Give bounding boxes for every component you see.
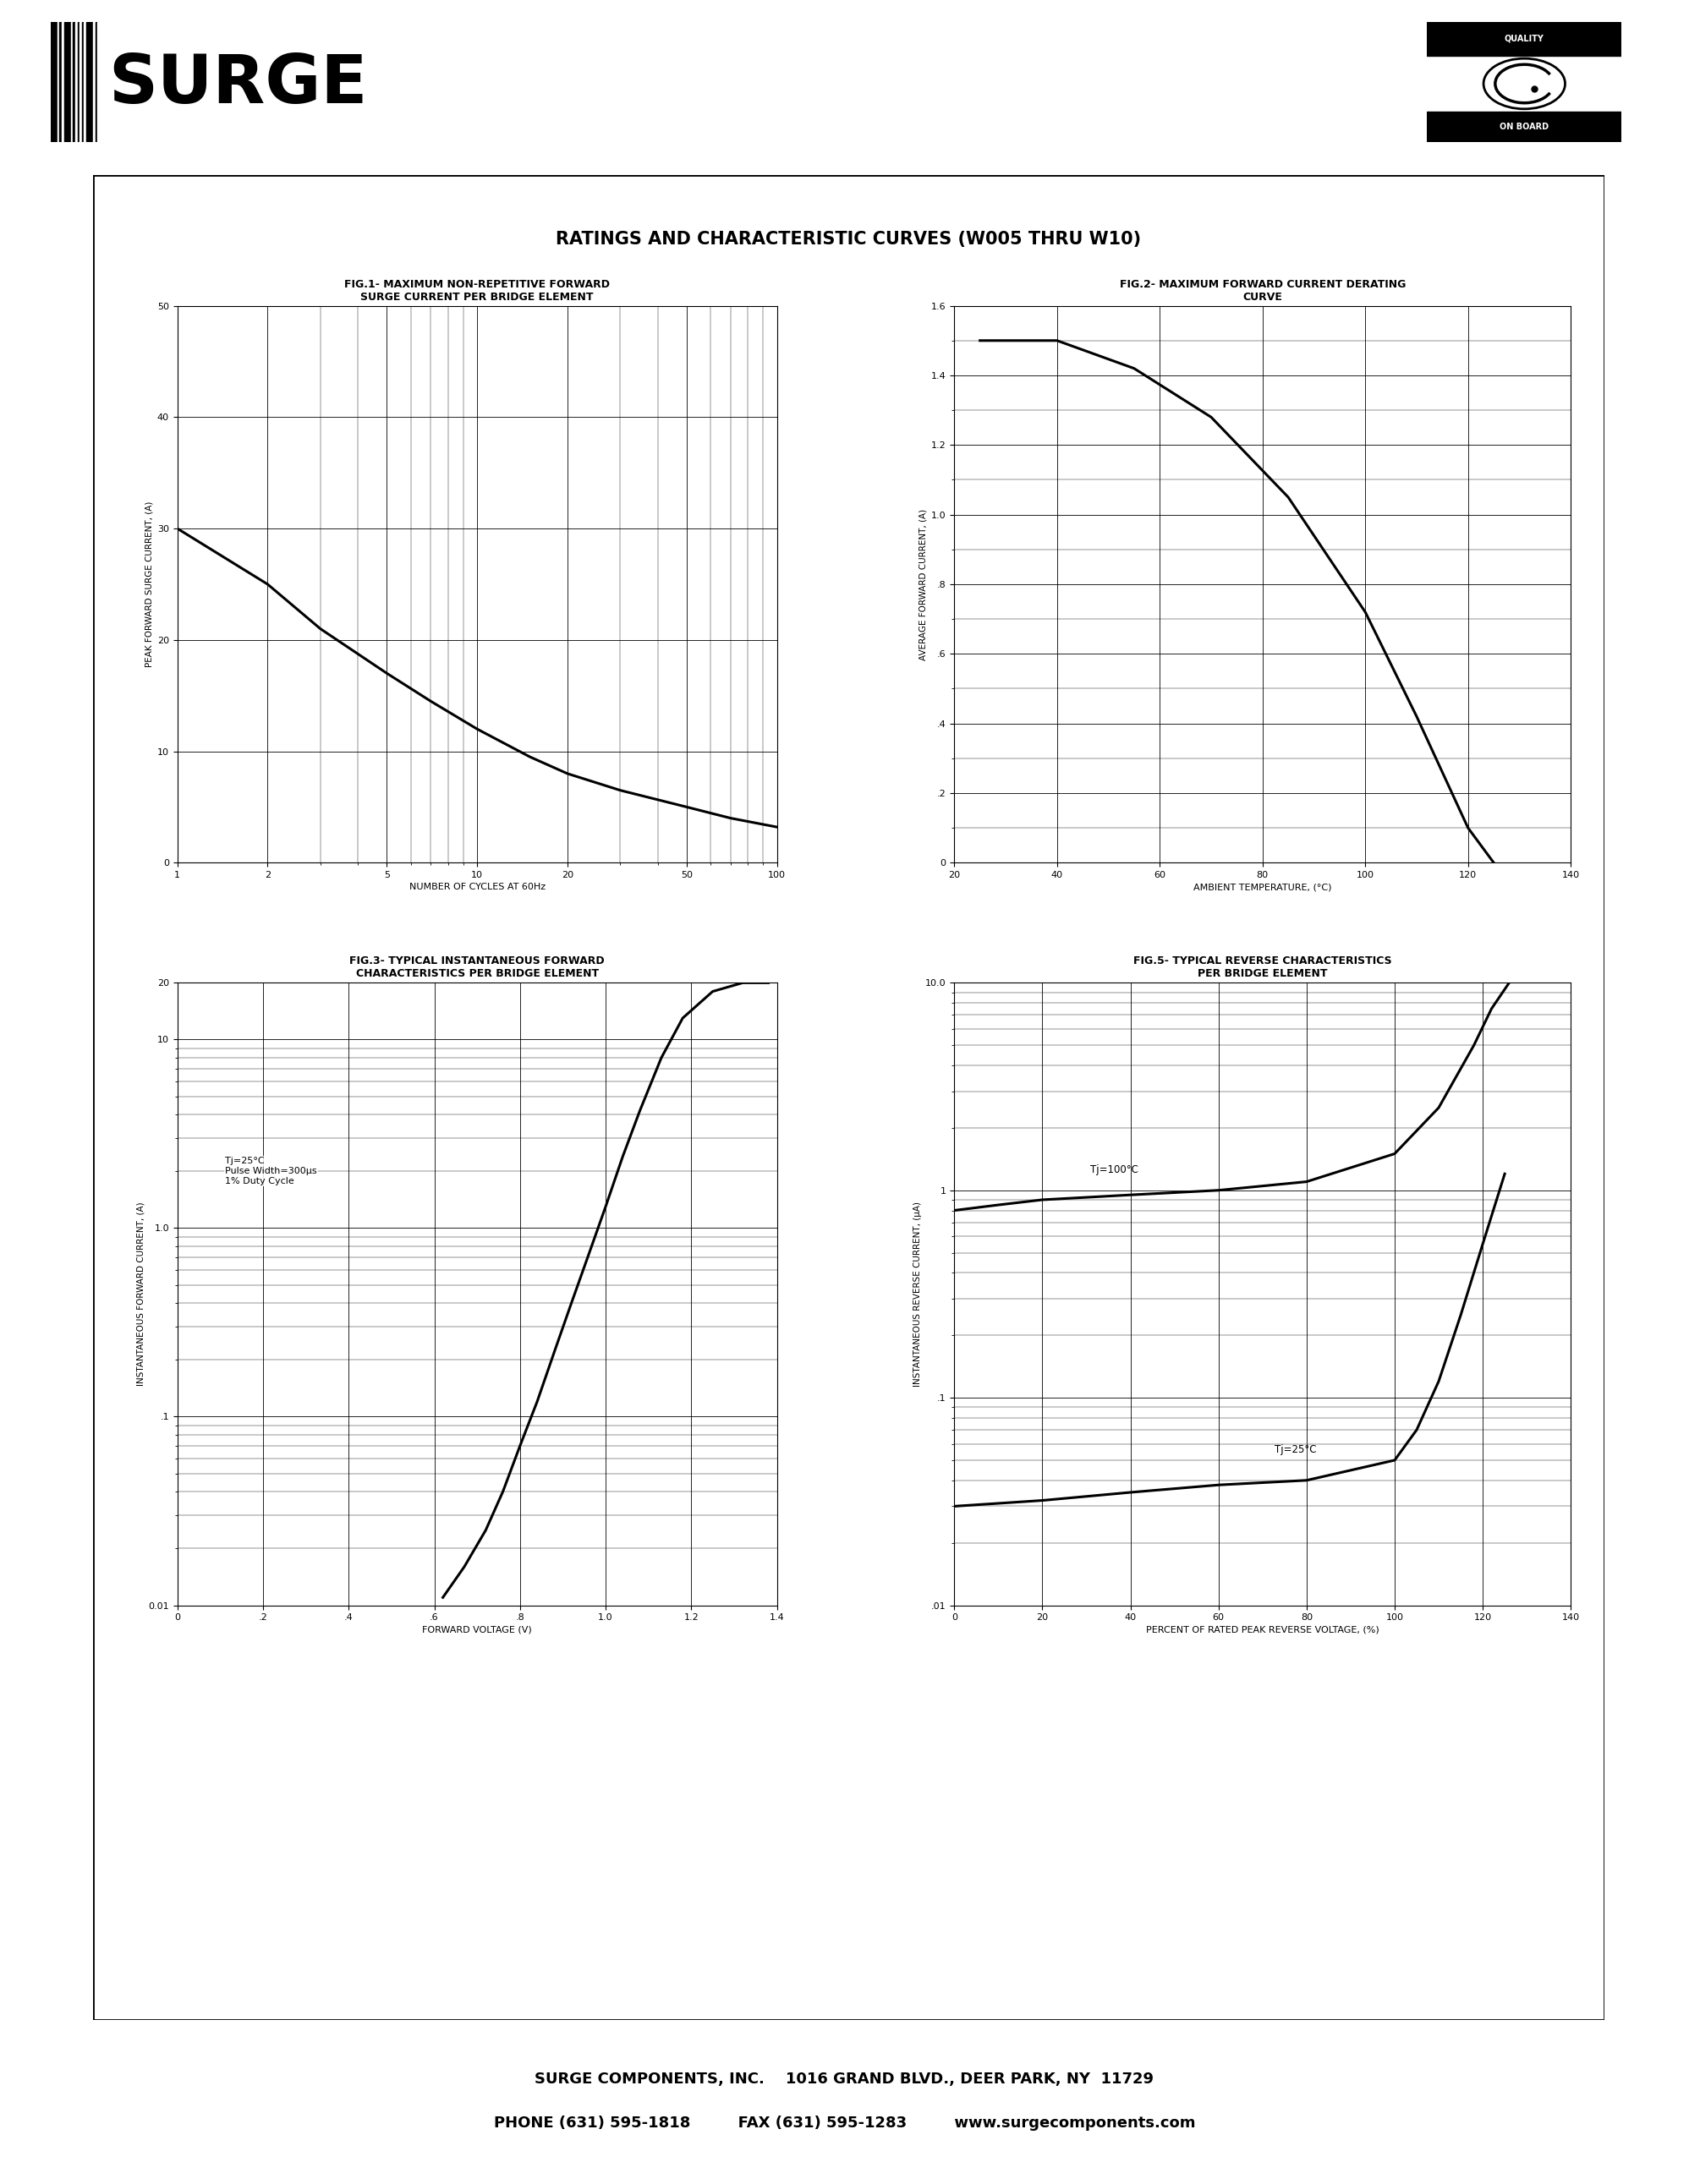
Bar xyxy=(71,22,73,142)
Bar xyxy=(86,22,93,142)
Text: ON BOARD: ON BOARD xyxy=(1500,122,1549,131)
Bar xyxy=(81,22,84,142)
Bar xyxy=(95,22,98,142)
Y-axis label: AVERAGE FORWARD CURRENT, (A): AVERAGE FORWARD CURRENT, (A) xyxy=(919,509,927,660)
X-axis label: NUMBER OF CYCLES AT 60Hz: NUMBER OF CYCLES AT 60Hz xyxy=(409,882,546,891)
Bar xyxy=(51,22,57,142)
Y-axis label: INSTANTANEOUS FORWARD CURRENT, (A): INSTANTANEOUS FORWARD CURRENT, (A) xyxy=(137,1201,145,1387)
Text: Tj=100°C: Tj=100°C xyxy=(1089,1164,1138,1175)
Title: FIG.5- TYPICAL REVERSE CHARACTERISTICS
PER BRIDGE ELEMENT: FIG.5- TYPICAL REVERSE CHARACTERISTICS P… xyxy=(1133,957,1392,978)
Bar xyxy=(57,22,59,142)
X-axis label: FORWARD VOLTAGE (V): FORWARD VOLTAGE (V) xyxy=(422,1625,532,1634)
Bar xyxy=(78,22,79,142)
Bar xyxy=(62,22,64,142)
Y-axis label: INSTANTANEOUS REVERSE CURRENT, (μA): INSTANTANEOUS REVERSE CURRENT, (μA) xyxy=(914,1201,922,1387)
Bar xyxy=(1427,111,1621,142)
Text: QUALITY: QUALITY xyxy=(1505,35,1544,44)
Circle shape xyxy=(1483,59,1566,109)
Text: PHONE (631) 595-1818         FAX (631) 595-1283         www.surgecomponents.com: PHONE (631) 595-1818 FAX (631) 595-1283 … xyxy=(493,2116,1196,2129)
Text: SURGE COMPONENTS, INC.    1016 GRAND BLVD., DEER PARK, NY  11729: SURGE COMPONENTS, INC. 1016 GRAND BLVD.,… xyxy=(535,2073,1154,2086)
Bar xyxy=(64,22,71,142)
Title: FIG.1- MAXIMUM NON-REPETITIVE FORWARD
SURGE CURRENT PER BRIDGE ELEMENT: FIG.1- MAXIMUM NON-REPETITIVE FORWARD SU… xyxy=(345,280,610,301)
Bar xyxy=(76,22,78,142)
Title: FIG.2- MAXIMUM FORWARD CURRENT DERATING
CURVE: FIG.2- MAXIMUM FORWARD CURRENT DERATING … xyxy=(1120,280,1405,301)
Y-axis label: PEAK FORWARD SURGE CURRENT, (A): PEAK FORWARD SURGE CURRENT, (A) xyxy=(145,500,154,668)
Bar xyxy=(93,22,95,142)
Bar xyxy=(84,22,86,142)
Bar xyxy=(1427,22,1621,55)
Bar xyxy=(73,22,76,142)
X-axis label: AMBIENT TEMPERATURE, (°C): AMBIENT TEMPERATURE, (°C) xyxy=(1194,882,1331,891)
Bar xyxy=(98,22,101,142)
Title: FIG.3- TYPICAL INSTANTANEOUS FORWARD
CHARACTERISTICS PER BRIDGE ELEMENT: FIG.3- TYPICAL INSTANTANEOUS FORWARD CHA… xyxy=(350,957,605,978)
Text: RATINGS AND CHARACTERISTIC CURVES (W005 THRU W10): RATINGS AND CHARACTERISTIC CURVES (W005 … xyxy=(556,232,1142,247)
Text: SURGE: SURGE xyxy=(108,52,368,118)
Text: Tj=25°C
Pulse Width=300μs
1% Duty Cycle: Tj=25°C Pulse Width=300μs 1% Duty Cycle xyxy=(225,1158,318,1186)
Bar xyxy=(79,22,81,142)
Text: Tj=25°C: Tj=25°C xyxy=(1275,1444,1317,1455)
Bar xyxy=(59,22,62,142)
X-axis label: PERCENT OF RATED PEAK REVERSE VOLTAGE, (%): PERCENT OF RATED PEAK REVERSE VOLTAGE, (… xyxy=(1145,1625,1380,1634)
